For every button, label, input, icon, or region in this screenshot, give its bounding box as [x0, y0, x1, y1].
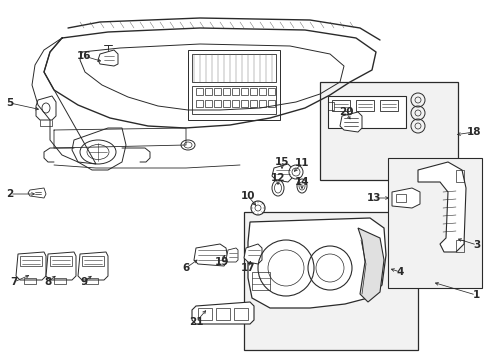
Text: 13: 13 — [366, 193, 381, 203]
Bar — [216, 308, 229, 320]
Bar — [192, 54, 275, 82]
Polygon shape — [391, 188, 419, 208]
Bar — [214, 100, 221, 107]
Bar — [241, 88, 247, 95]
Bar — [24, 278, 36, 284]
Bar — [455, 240, 463, 252]
Ellipse shape — [288, 165, 303, 179]
Bar — [327, 96, 405, 128]
Polygon shape — [271, 164, 291, 182]
Bar — [327, 102, 333, 110]
Bar — [319, 82, 457, 180]
Bar — [355, 100, 373, 111]
Text: 20: 20 — [338, 107, 352, 117]
Bar — [231, 88, 239, 95]
Bar — [86, 278, 98, 284]
Text: 11: 11 — [294, 158, 308, 168]
Polygon shape — [98, 50, 118, 66]
Bar — [259, 100, 265, 107]
Bar — [231, 100, 239, 107]
Polygon shape — [78, 252, 108, 280]
Ellipse shape — [271, 180, 284, 196]
Text: 6: 6 — [182, 263, 189, 273]
Bar — [223, 100, 229, 107]
Polygon shape — [225, 248, 238, 262]
Polygon shape — [194, 244, 227, 266]
Bar — [395, 194, 405, 202]
Text: 14: 14 — [294, 177, 309, 187]
Bar — [223, 88, 229, 95]
Bar — [192, 86, 275, 114]
Bar — [20, 256, 42, 266]
Bar — [196, 100, 203, 107]
Bar — [244, 212, 417, 350]
Bar — [234, 308, 247, 320]
Bar — [241, 100, 247, 107]
Text: 17: 17 — [240, 263, 255, 273]
Bar — [267, 100, 274, 107]
Text: 7: 7 — [10, 277, 18, 287]
Bar — [187, 50, 280, 120]
Bar — [251, 272, 269, 290]
Bar — [54, 278, 66, 284]
Bar — [259, 88, 265, 95]
Text: 12: 12 — [270, 173, 285, 183]
Polygon shape — [247, 218, 385, 308]
Text: 4: 4 — [395, 267, 403, 277]
Bar — [198, 308, 212, 320]
Text: 18: 18 — [466, 127, 480, 137]
Bar — [379, 100, 397, 111]
Polygon shape — [72, 128, 126, 170]
Text: 2: 2 — [6, 189, 14, 199]
Bar — [196, 88, 203, 95]
Text: 21: 21 — [188, 317, 203, 327]
Text: 15: 15 — [274, 157, 289, 167]
Polygon shape — [16, 252, 46, 280]
Text: 16: 16 — [77, 51, 91, 61]
Bar — [82, 256, 104, 266]
Bar — [455, 170, 463, 182]
Bar — [249, 88, 257, 95]
Text: 19: 19 — [214, 257, 229, 267]
Text: 5: 5 — [6, 98, 14, 108]
Bar — [204, 88, 212, 95]
Polygon shape — [36, 96, 56, 120]
Bar — [50, 256, 72, 266]
Bar — [214, 88, 221, 95]
Text: 3: 3 — [472, 240, 480, 250]
Polygon shape — [192, 302, 253, 324]
Bar — [387, 158, 481, 288]
Bar — [331, 100, 349, 111]
Polygon shape — [357, 228, 383, 302]
Polygon shape — [244, 244, 262, 264]
Text: 10: 10 — [240, 191, 255, 201]
Polygon shape — [46, 252, 76, 280]
Text: 1: 1 — [471, 290, 479, 300]
Text: 8: 8 — [44, 277, 52, 287]
Polygon shape — [339, 112, 361, 132]
Polygon shape — [417, 162, 465, 252]
Text: 9: 9 — [80, 277, 87, 287]
Bar — [267, 88, 274, 95]
Bar — [204, 100, 212, 107]
Bar — [249, 100, 257, 107]
Ellipse shape — [296, 179, 306, 193]
Ellipse shape — [250, 201, 264, 215]
